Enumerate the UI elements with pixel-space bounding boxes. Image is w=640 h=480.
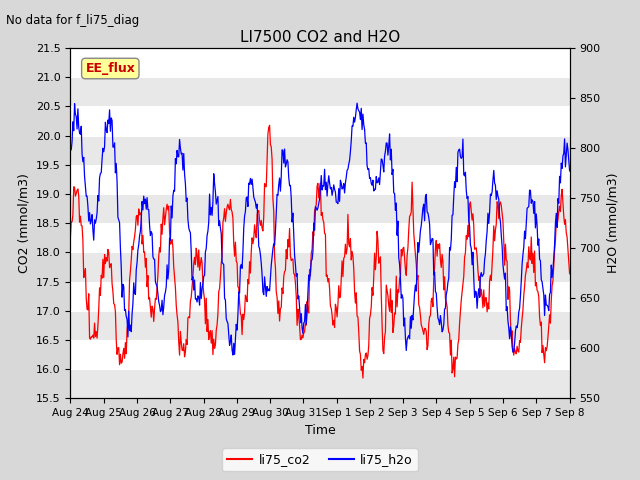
Bar — [70, 369, 570, 398]
li75_h2o — [566, 168, 573, 174]
Bar — [70, 77, 570, 107]
li75_co2 — [155, 253, 163, 259]
li75_h2o — [444, 279, 452, 285]
Text: No data for f_li75_diag: No data for f_li75_diag — [6, 14, 140, 27]
li75_co2 — [362, 350, 370, 356]
Bar — [70, 311, 570, 340]
li75_co2 — [401, 266, 409, 272]
Bar — [70, 194, 570, 223]
li75_co2 — [293, 323, 301, 328]
X-axis label: Time: Time — [305, 424, 335, 437]
li75_h2o — [155, 299, 163, 304]
li75_co2 — [444, 322, 452, 328]
li75_co2 — [266, 122, 273, 128]
li75_co2 — [566, 271, 573, 276]
Y-axis label: CO2 (mmol/m3): CO2 (mmol/m3) — [17, 173, 30, 273]
li75_h2o — [229, 352, 237, 358]
Text: EE_flux: EE_flux — [85, 62, 135, 75]
li75_h2o — [293, 271, 301, 276]
li75_h2o — [195, 294, 203, 300]
li75_co2 — [67, 234, 74, 240]
Title: LI7500 CO2 and H2O: LI7500 CO2 and H2O — [240, 30, 400, 46]
li75_h2o — [362, 140, 370, 146]
Y-axis label: H2O (mmol/m3): H2O (mmol/m3) — [606, 173, 619, 274]
li75_co2 — [195, 247, 203, 253]
Bar — [70, 252, 570, 282]
li75_h2o — [67, 147, 74, 153]
Line: li75_h2o: li75_h2o — [70, 103, 570, 355]
li75_h2o — [353, 100, 361, 106]
Bar — [70, 136, 570, 165]
Line: li75_co2: li75_co2 — [70, 125, 570, 378]
Legend: li75_co2, li75_h2o: li75_co2, li75_h2o — [222, 448, 418, 471]
li75_h2o — [401, 335, 409, 341]
li75_co2 — [359, 375, 367, 381]
